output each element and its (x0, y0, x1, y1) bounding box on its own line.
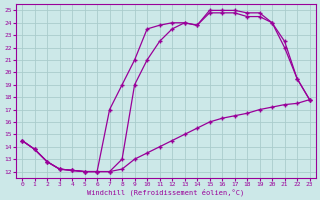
X-axis label: Windchill (Refroidissement éolien,°C): Windchill (Refroidissement éolien,°C) (87, 188, 244, 196)
